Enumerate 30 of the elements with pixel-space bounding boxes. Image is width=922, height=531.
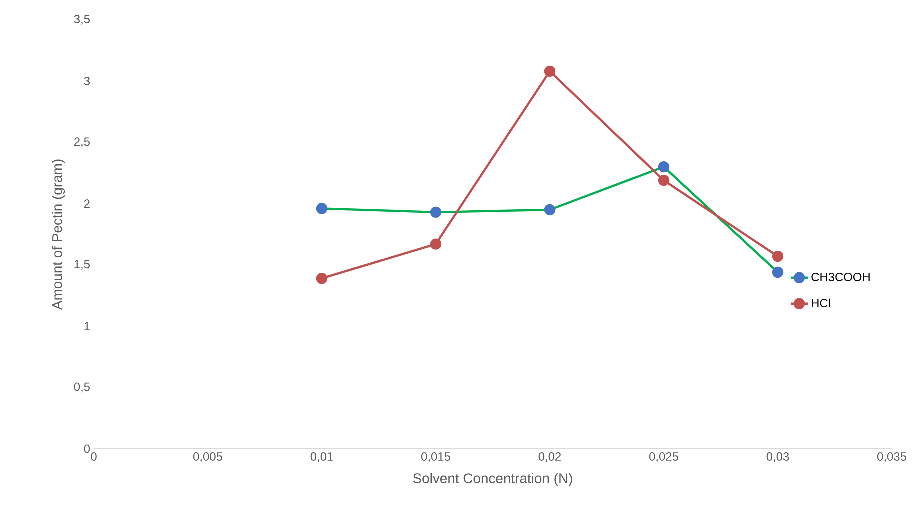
y-tick-label: 1,5 (74, 260, 90, 270)
y-axis-title: Amount of Pectin (gram) (52, 160, 66, 310)
point (430, 238, 442, 250)
point (772, 250, 784, 262)
y-tick-label: 0,5 (74, 382, 90, 393)
x-tick-label: 0,01 (310, 452, 334, 462)
y-tick-label: 3 (84, 77, 90, 86)
y-tick-label: 2 (84, 200, 90, 208)
x-tick-label: 0,025 (650, 452, 678, 462)
point (772, 266, 784, 278)
point (544, 204, 556, 216)
y-tick-label: 3,5 (74, 15, 90, 25)
x-tick-label: 0 (91, 452, 97, 461)
x-tick-label: 0,035 (878, 452, 906, 462)
point (658, 161, 670, 173)
point (430, 206, 442, 218)
legend-label: HCl (812, 298, 830, 308)
y-tick-label: 2,5 (74, 138, 90, 148)
point (544, 66, 556, 78)
y-tick-label: 0 (84, 444, 90, 454)
legend-label: CH3COOH (812, 272, 870, 282)
x-tick-label: 0,015 (422, 452, 450, 462)
point (316, 203, 328, 214)
y-tick-label: 1 (84, 322, 90, 331)
point (316, 273, 328, 284)
x-axis-title: Solvent Concentration (N) (413, 473, 572, 486)
x-tick-label: 0,005 (194, 452, 222, 462)
point (658, 174, 670, 186)
x-tick-label: 0,02 (538, 452, 562, 462)
x-tick-label: 0,03 (766, 452, 790, 462)
